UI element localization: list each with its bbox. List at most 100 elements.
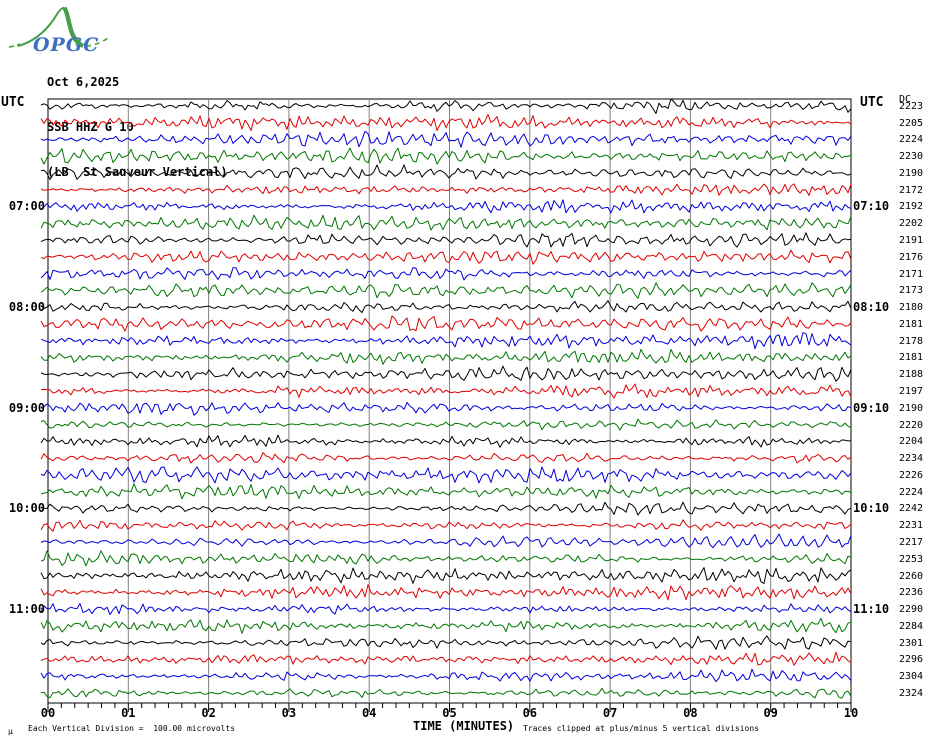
trace-dc-label: DC [899,94,912,106]
x-axis-title: TIME (MINUTES) [413,719,515,733]
x-tick-label: 07 [602,706,618,720]
trace-offset-value: 2190 [899,167,924,179]
seismic-trace-row-9 [40,232,852,248]
header-station-code: SSB HHZ G 10 [47,120,134,134]
seismic-trace-row-34 [40,651,852,666]
clip-note: Traces clipped at plus/minus 5 vertical … [523,724,760,733]
trace-offset-value: 2226 [899,469,924,481]
header-date: Oct 6,2025 [47,75,120,89]
utc-label-left: UTC [1,95,25,110]
seismic-trace-row-15 [40,332,852,350]
trace-offset-value: 2205 [899,117,924,129]
trace-offset-value: 2176 [899,251,924,263]
seismic-trace-row-7 [40,199,852,214]
trace-offset-value: 2202 [899,218,924,230]
logo-ridge-rise [17,6,65,47]
left-hour-label: 10:00 [8,501,45,516]
seismic-trace-row-25 [40,501,852,516]
x-tick-label: 03 [281,706,297,720]
trace-offset-value: 2242 [899,503,924,515]
trace-offset-value: 2172 [899,184,924,196]
trace-offset-value: 2234 [899,453,924,465]
trace-offset-value: 2173 [899,285,924,297]
trace-offset-value: 2324 [899,688,924,699]
left-hour-label: 09:00 [8,400,45,415]
seismic-trace-row-11 [40,267,852,281]
seismic-trace-row-16 [40,348,852,365]
trace-offset-value: 2260 [899,570,924,582]
x-tick-label: 10 [843,706,859,720]
trace-offset-value: 2204 [899,436,924,448]
left-hour-label: 08:00 [8,300,45,315]
seismic-trace-row-1 [40,98,852,114]
utc-label-right: UTC [860,95,884,110]
logo-dash-right [85,37,109,47]
left-hour-label: 07:00 [8,199,45,214]
seismic-trace-row-19 [40,402,852,416]
x-tick-label: 04 [361,706,377,720]
trace-offset-value: 2181 [899,318,924,330]
trace-offset-value: 2190 [899,402,924,414]
x-tick-label: 06 [522,706,538,720]
vertical-division-note: Each Vertical Division = 100.00 microvol… [28,724,236,733]
seismic-trace-row-31 [40,603,852,615]
right-hour-label: 10:10 [853,501,890,516]
trace-offset-value: 2180 [899,302,924,314]
seismic-trace-row-29 [40,567,852,584]
trace-offset-value: 2171 [899,268,924,280]
x-tick-label: 05 [442,706,457,720]
trace-offset-value: 2192 [899,201,924,213]
seismic-trace-row-3 [40,130,852,148]
x-tick-label: 00 [40,706,56,720]
seismic-trace-row-21 [40,434,851,448]
seismic-trace-row-8 [40,214,852,231]
seismic-trace-row-33 [40,635,852,650]
trace-offset-value: 2284 [899,620,924,632]
trace-offset-value: 2223 [899,100,924,112]
seismic-trace-row-27 [40,533,852,549]
trace-offset-value: 2178 [899,335,924,347]
seismic-trace-row-13 [40,300,852,313]
seismic-trace-row-22 [40,452,852,464]
left-hour-label: 11:00 [8,602,45,617]
right-hour-label: 11:10 [853,602,890,617]
seismic-trace-row-2 [40,114,852,131]
x-tick-label: 01 [121,706,136,720]
trace-offset-value: 2217 [899,537,924,548]
trace-offset-value: 2191 [899,235,924,246]
trace-offset-value: 2304 [899,671,924,683]
seismic-trace-row-36 [40,687,852,699]
right-hour-label: 07:10 [853,199,890,214]
seismic-trace-row-10 [40,249,852,265]
micro-symbol: µ [8,727,13,736]
seismic-trace-row-30 [40,584,852,601]
trace-offset-value: 2188 [899,369,924,381]
trace-offset-value: 2220 [899,419,924,431]
trace-offset-value: 2296 [899,654,924,666]
right-hour-label: 09:10 [853,400,890,415]
plot-header: Oct 6,2025 SSB HHZ G 10 (LB St Sauveur V… [47,45,228,210]
trace-offset-value: 2224 [899,134,924,146]
trace-offset-value: 2181 [899,352,924,364]
seismic-trace-row-28 [40,550,852,567]
logo-text: OPGC [33,34,99,54]
x-tick-label: 09 [763,706,778,720]
seismic-trace-row-4 [40,147,852,165]
trace-offset-value: 2231 [899,520,924,532]
logo-ridge-fall [62,6,85,48]
seismic-trace-row-26 [40,519,852,532]
seismic-trace-row-23 [40,466,852,484]
trace-offset-value: 2253 [899,553,924,565]
trace-offset-value: 2301 [899,637,924,649]
seismic-trace-row-24 [40,483,852,500]
trace-offset-value: 2230 [899,151,924,163]
trace-offset-value: 2197 [899,386,924,397]
seismic-trace-row-5 [40,164,852,180]
x-tick-label: 02 [201,706,216,720]
trace-offset-value: 2224 [899,486,924,498]
logo-dash-left [8,43,21,48]
seismic-trace-row-35 [40,668,852,683]
seismic-trace-row-6 [40,183,852,196]
